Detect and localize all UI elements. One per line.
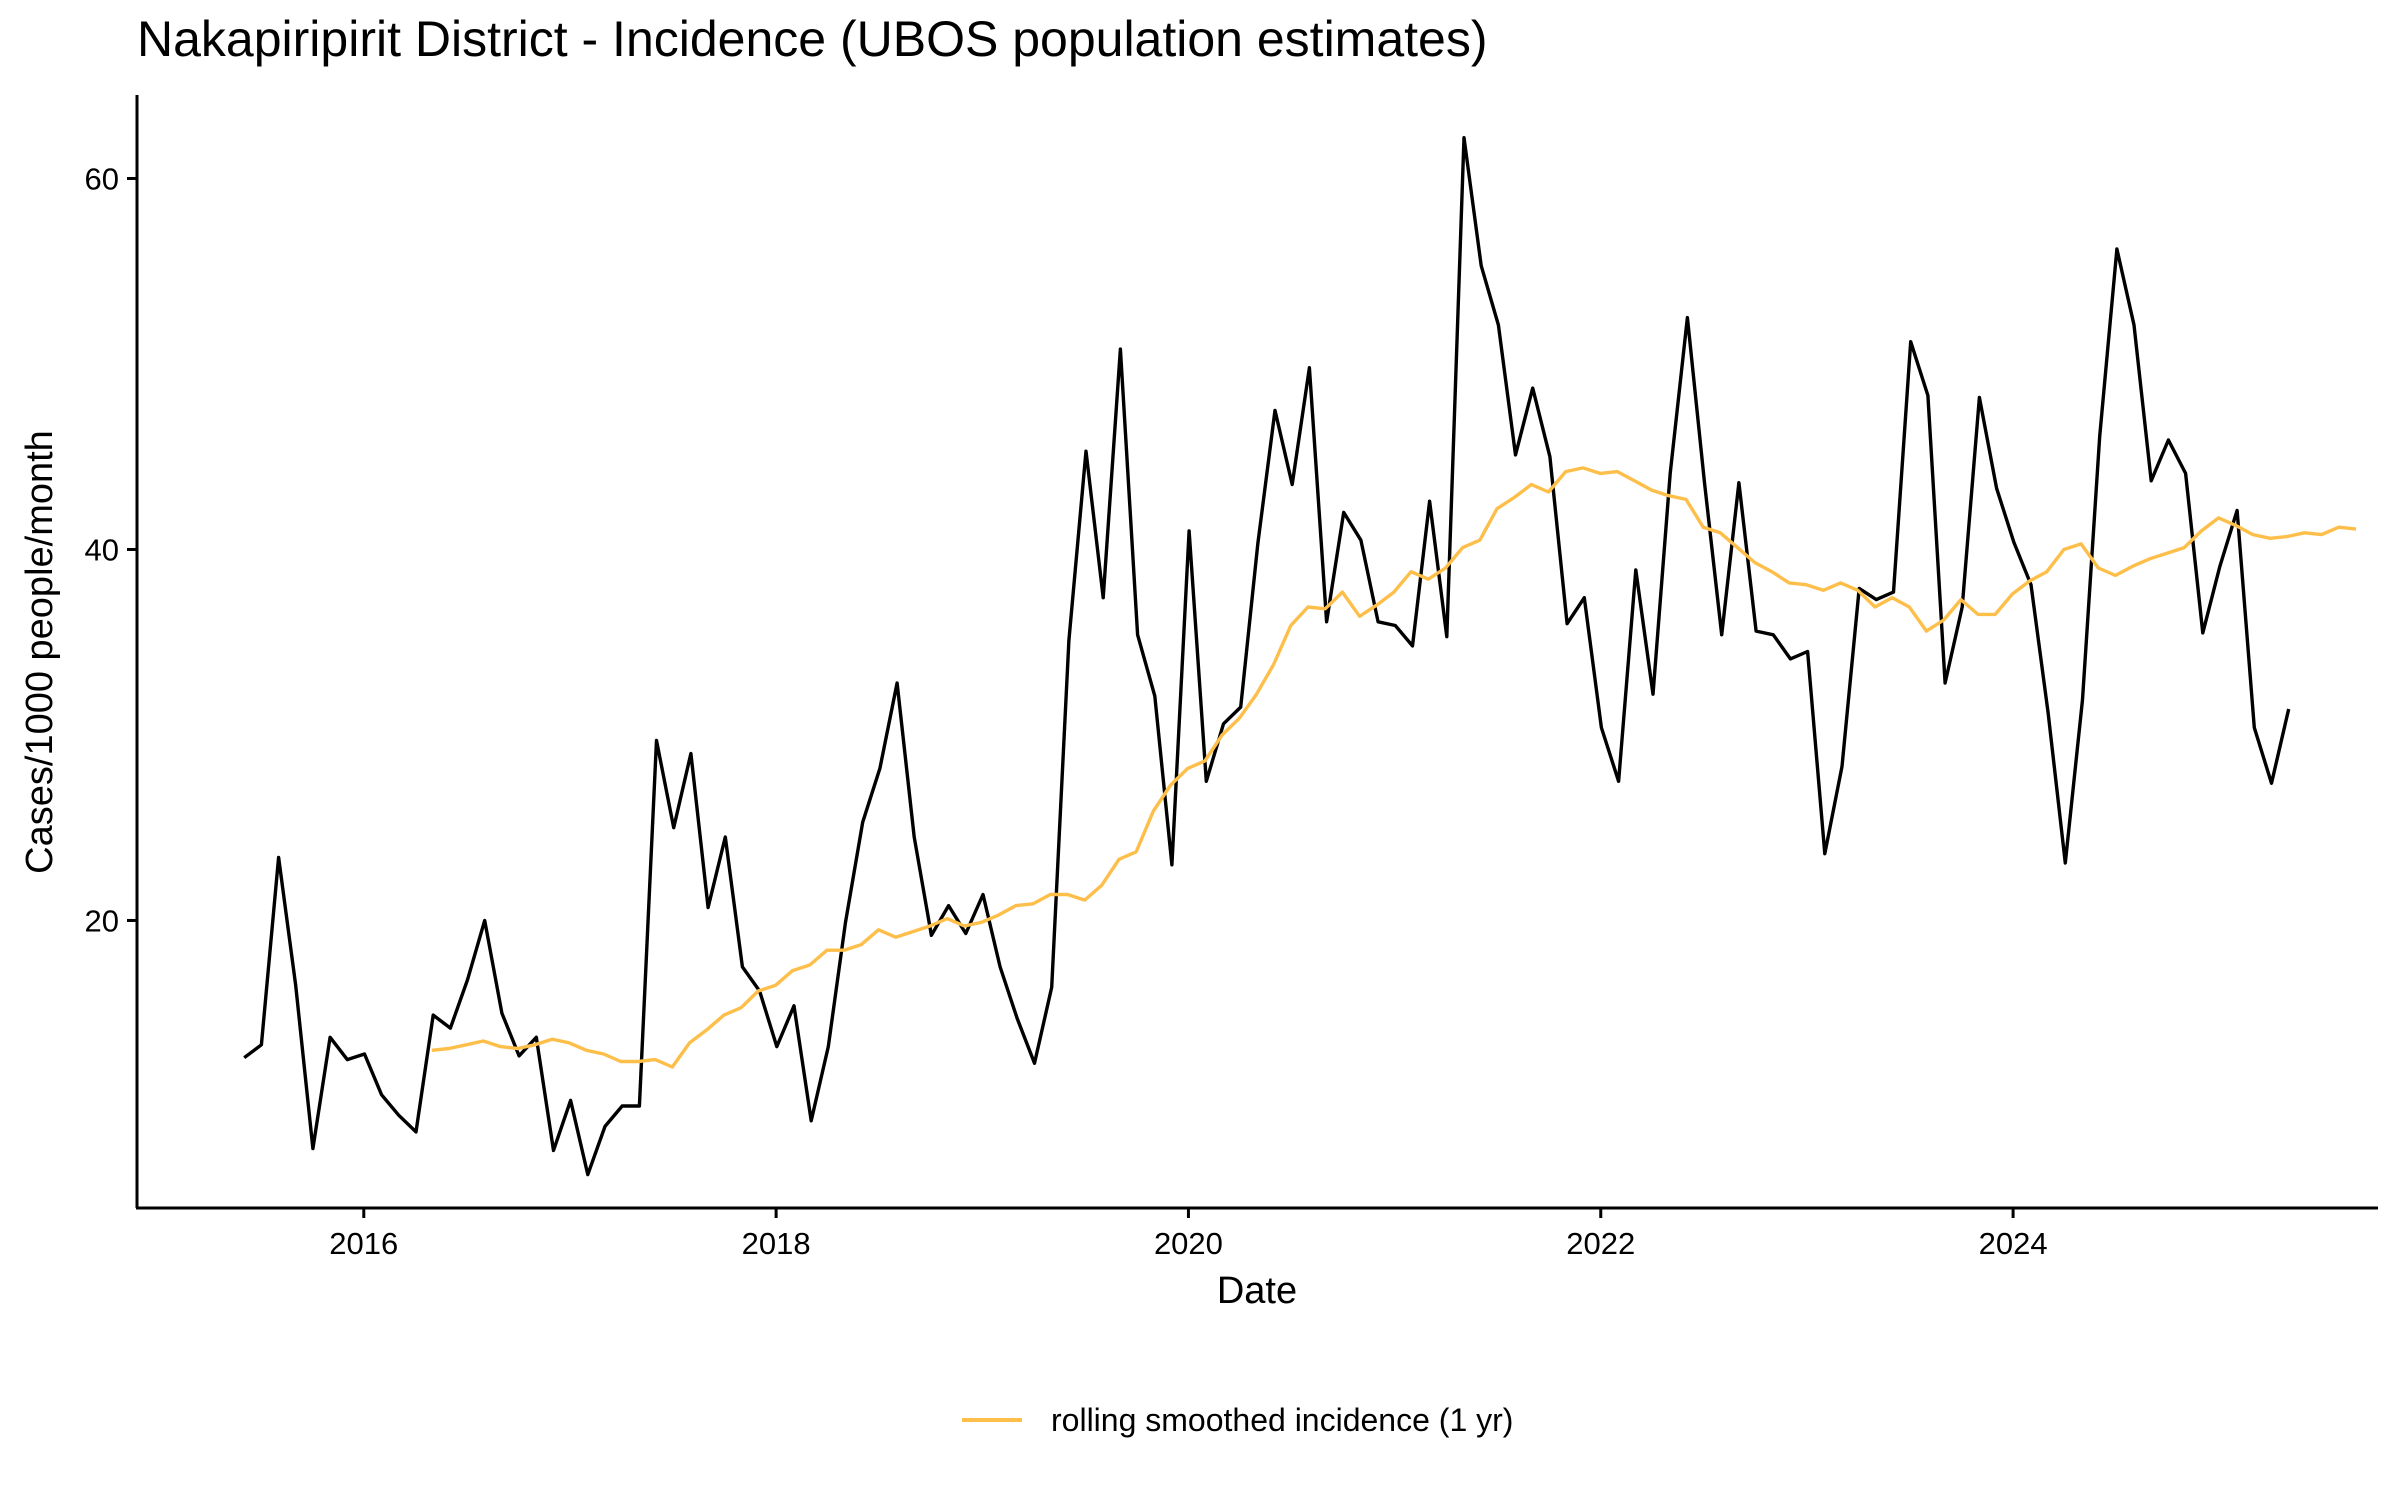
x-tick-label: 2018 <box>742 1226 811 1261</box>
y-tick-label: 20 <box>85 903 119 938</box>
series-line-incidence <box>243 136 2291 1177</box>
series-line-rolling-smoothed <box>431 466 2357 1069</box>
chart-title: Nakapiripirit District - Incidence (UBOS… <box>137 11 1488 67</box>
x-tick-label: 2024 <box>1979 1226 2048 1261</box>
x-tick-label: 2016 <box>329 1226 398 1261</box>
y-axis-ticks: 20 40 60 <box>85 161 137 938</box>
x-tick-label: 2020 <box>1154 1226 1223 1261</box>
y-tick-label: 40 <box>85 532 119 567</box>
x-axis-title: Date <box>1217 1270 1297 1312</box>
x-axis-ticks: 2016 2018 2020 2022 2024 <box>329 1208 2048 1261</box>
legend-label-rolling: rolling smoothed incidence (1 yr) <box>1051 1402 1513 1438</box>
legend: rolling smoothed incidence (1 yr) <box>962 1402 1513 1438</box>
y-axis-title: Cases/1000 people/month <box>19 430 61 874</box>
x-tick-label: 2022 <box>1566 1226 1635 1261</box>
y-tick-label: 60 <box>85 161 119 196</box>
